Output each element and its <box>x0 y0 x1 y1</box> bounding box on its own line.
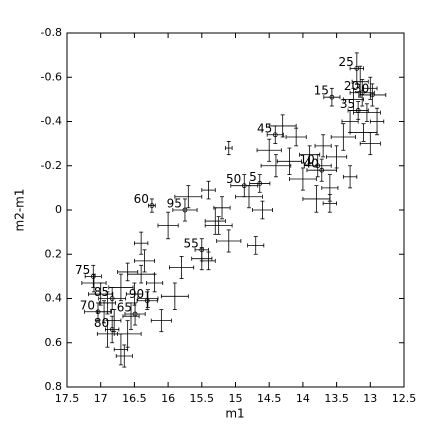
y-tick-label: 0 <box>55 203 62 216</box>
point-label: 80 <box>94 316 109 330</box>
point-label: 15 <box>314 84 329 98</box>
x-tick-label: 17 <box>94 392 108 405</box>
point-label: 70 <box>80 298 95 312</box>
point <box>319 167 325 173</box>
x-tick-label: 15.5 <box>190 392 215 405</box>
point-label: 10 <box>299 152 314 166</box>
point-label: 60 <box>134 192 149 206</box>
y-tick-label: -0.4 <box>41 115 62 128</box>
x-tick-label: 15 <box>229 392 243 405</box>
point-label: 95 <box>167 197 182 211</box>
point-label: 5 <box>249 170 257 184</box>
point <box>109 296 115 301</box>
x-axis-label: m1 <box>225 407 244 421</box>
point <box>149 203 155 208</box>
x-tick-label: 14.5 <box>257 392 282 405</box>
point-label: 20 <box>344 79 359 93</box>
point-label: 65 <box>117 300 132 314</box>
point-label: 75 <box>75 263 90 277</box>
point <box>257 181 263 186</box>
y-tick-label: 0.4 <box>45 292 63 305</box>
x-tick-label: 13.5 <box>324 392 349 405</box>
point-label: 25 <box>339 55 354 69</box>
y-tick-label: -0.2 <box>41 159 62 172</box>
x-tick-label: 13 <box>363 392 377 405</box>
point-label: 50 <box>226 172 241 186</box>
point-label: 55 <box>184 236 199 250</box>
point <box>272 132 278 138</box>
x-tick-label: 14 <box>296 392 310 405</box>
point <box>315 163 321 169</box>
point-label: 45 <box>257 121 272 135</box>
x-tick-label: 16 <box>161 392 175 405</box>
point <box>241 183 247 189</box>
y-tick-label: 0.6 <box>45 336 63 349</box>
point <box>182 207 188 213</box>
y-tick-label: -0.8 <box>41 26 62 39</box>
y-tick-label: 0.2 <box>45 247 63 260</box>
y-tick-label: -0.6 <box>41 70 62 83</box>
x-tick-label: 17.5 <box>55 392 80 405</box>
y-axis-label: m2-m1 <box>13 189 27 232</box>
point-label: 85 <box>94 285 109 299</box>
x-tick-label: 12.5 <box>392 392 417 405</box>
point-label: 30 <box>354 81 369 95</box>
point <box>354 66 360 71</box>
x-tick-label: 16.5 <box>122 392 147 405</box>
point <box>329 94 335 100</box>
y-tick-label: 0.8 <box>45 380 63 393</box>
